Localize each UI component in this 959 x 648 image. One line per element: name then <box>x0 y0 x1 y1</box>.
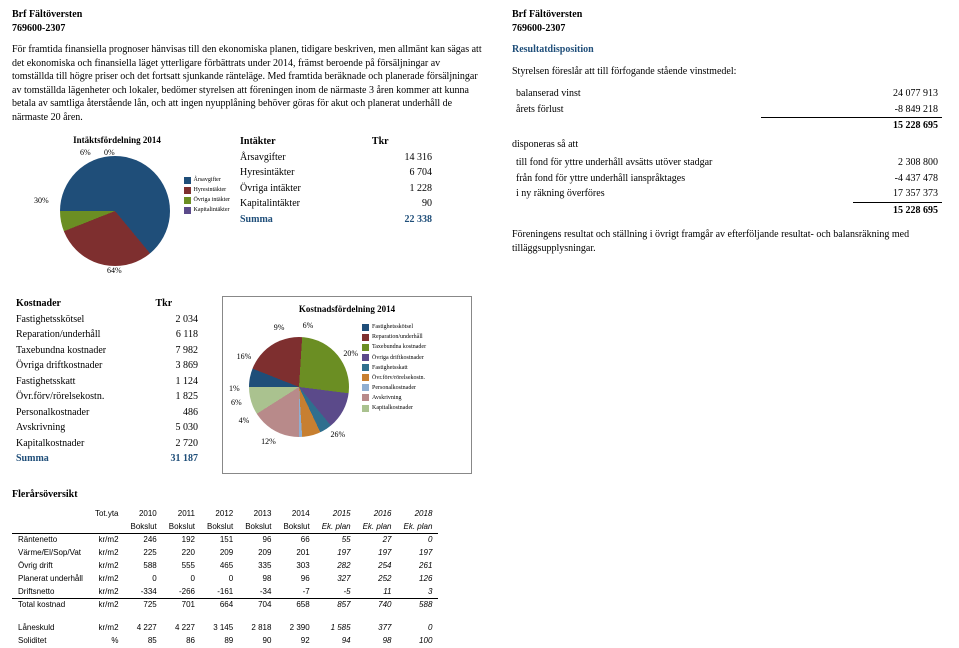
table-row: Övriga intäkter1 228 <box>236 181 436 197</box>
table-row: Personalkostnader486 <box>12 405 202 421</box>
income-pie <box>60 156 170 266</box>
costs-pie-pct-label: 26% <box>331 430 346 441</box>
costs-table: Kostnader Tkr Fastighetsskötsel2 034Repa… <box>12 296 202 467</box>
income-pie-legend: Årsavgifter Hyresintäkter Övriga intäkter K… <box>184 176 231 216</box>
legend-item: Personalkostnader <box>362 384 457 392</box>
legend-item: Övriga driftkostnader <box>362 354 457 362</box>
legend-item: Årsavgifter <box>184 176 231 184</box>
costs-pie-pct-label: 9% <box>274 323 285 334</box>
table-row: Soliditet%85868990929498100 <box>12 635 438 648</box>
costs-hdr-label: Kostnader <box>12 296 152 312</box>
costs-pie-legend: Fastighetsskötsel Reparation/underhåll Tax… <box>362 323 457 414</box>
legend-item: Övriga intäkter <box>184 196 231 204</box>
table-row: Övrig driftkr/m2588555465335303282254261 <box>12 560 438 573</box>
disp-subtotal-2: 15 228 695 <box>853 202 942 218</box>
disposition-footer: Föreningens resultat och ställning i övr… <box>512 228 942 255</box>
pie1-label-6: 6% <box>80 148 91 159</box>
table-row: i ny räkning överföres17 357 373 <box>512 186 942 202</box>
table-row: till fond för yttre underhåll avsätts ut… <box>512 155 942 171</box>
table-row: Värme/El/Sop/Vatkr/m22252202092092011971… <box>12 547 438 560</box>
income-hdr-label: Intäkter <box>236 134 368 150</box>
multi-year-title: Flerårsöversikt <box>12 488 947 502</box>
multi-year-section: Flerårsöversikt Tot.yta20102011201220132… <box>12 488 947 647</box>
table-row: årets förlust-8 849 218 <box>512 102 942 118</box>
table-row: Fastighetsskatt1 124 <box>12 374 202 390</box>
table-row: Hyresintäkter6 704 <box>236 165 436 181</box>
income-table: Intäkter Tkr Årsavgifter14 316Hyresintäk… <box>236 134 436 227</box>
income-hdr-val: Tkr <box>368 134 436 150</box>
disp-subtotal-1: 15 228 695 <box>761 118 942 134</box>
legend-item: Hyresintäkter <box>184 186 231 194</box>
costs-pie-pct-label: 20% <box>343 349 358 360</box>
table-row: Övriga driftkostnader3 869 <box>12 358 202 374</box>
costs-pie-chart: Kostnadsfördelning 2014 6% 20% 26% 12% 4% 6% 1… <box>222 296 472 474</box>
disposition-table-2: till fond för yttre underhåll avsätts ut… <box>512 155 942 218</box>
table-row: från fond för yttre underhåll ianspråkta… <box>512 171 942 187</box>
table-row: Planerat underhållkr/m20009896327252126 <box>12 573 438 586</box>
disposition-intro: Styrelsen föreslår att till förfogande s… <box>512 65 942 79</box>
legend-item: Övr.förv/rörelsekostn. <box>362 374 457 382</box>
multi-year-table: Tot.yta20102011201220132014201520162018 … <box>12 508 438 648</box>
legend-item: Reparation/underhåll <box>362 333 457 341</box>
income-pie-title: Intäktsfördelning 2014 <box>12 134 222 146</box>
costs-pie-pct-label: 16% <box>237 352 252 363</box>
table-row: balanserad vinst24 077 913 <box>512 86 942 102</box>
legend-item: Avskrivning <box>362 394 457 402</box>
costs-pie <box>249 337 349 437</box>
costs-pie-title: Kostnadsfördelning 2014 <box>229 303 465 315</box>
table-row: Årsavgifter14 316 <box>236 150 436 166</box>
org-no-left: 769600-2307 <box>12 22 482 36</box>
legend-item: Fastighetsskötsel <box>362 323 457 331</box>
table-row: Låneskuldkr/m24 2274 2273 1452 8182 3901… <box>12 622 438 635</box>
table-row: Övr.förv/rörelsekostn.1 825 <box>12 389 202 405</box>
table-row: Taxebundna kostnader7 982 <box>12 343 202 359</box>
income-sum-label: Summa <box>236 212 368 228</box>
legend-item: Kapitalintäkter <box>184 206 231 214</box>
costs-pie-pct-label: 4% <box>239 416 250 427</box>
intro-paragraph: För framtida finansiella prognoser hänvi… <box>12 43 482 124</box>
org-name-right: Brf Fältöversten <box>512 8 942 22</box>
pie1-label-30: 30% <box>34 196 49 207</box>
table-row: Driftsnettokr/m2-334-266-161-34-7-5113 <box>12 586 438 599</box>
table-row: Fastighetsskötsel2 034 <box>12 312 202 328</box>
income-pie-chart: Intäktsfördelning 2014 64% 30% 6% 0% Års… <box>12 134 222 278</box>
costs-pie-pct-label: 12% <box>261 437 276 448</box>
legend-item: Kapitalkostnader <box>362 404 457 412</box>
disposition-title: Resultatdisposition <box>512 43 942 57</box>
costs-sum-label: Summa <box>12 451 152 467</box>
costs-pie-pct-label: 6% <box>303 321 314 332</box>
table-row: Kapitalintäkter90 <box>236 196 436 212</box>
legend-item: Fastighetsskatt <box>362 364 457 372</box>
table-row: Kapitalkostnader2 720 <box>12 436 202 452</box>
income-sum-val: 22 338 <box>368 212 436 228</box>
table-row: Räntenettokr/m2246192151966655270 <box>12 534 438 547</box>
table-row: Reparation/underhåll6 118 <box>12 327 202 343</box>
table-row: Avskrivning5 030 <box>12 420 202 436</box>
legend-item: Taxebundna kostnader <box>362 343 457 351</box>
pie1-label-64: 64% <box>107 266 122 277</box>
disposition-line2: disponeras så att <box>512 138 942 152</box>
costs-pie-pct-label: 1% <box>229 384 240 395</box>
costs-sum-val: 31 187 <box>152 451 202 467</box>
org-name-left: Brf Fältöversten <box>12 8 482 22</box>
costs-pie-pct-label: 6% <box>231 398 242 409</box>
org-no-right: 769600-2307 <box>512 22 942 36</box>
costs-hdr-val: Tkr <box>152 296 202 312</box>
pie1-label-0: 0% <box>104 148 115 159</box>
disposition-table-1: balanserad vinst24 077 913årets förlust-… <box>512 86 942 134</box>
